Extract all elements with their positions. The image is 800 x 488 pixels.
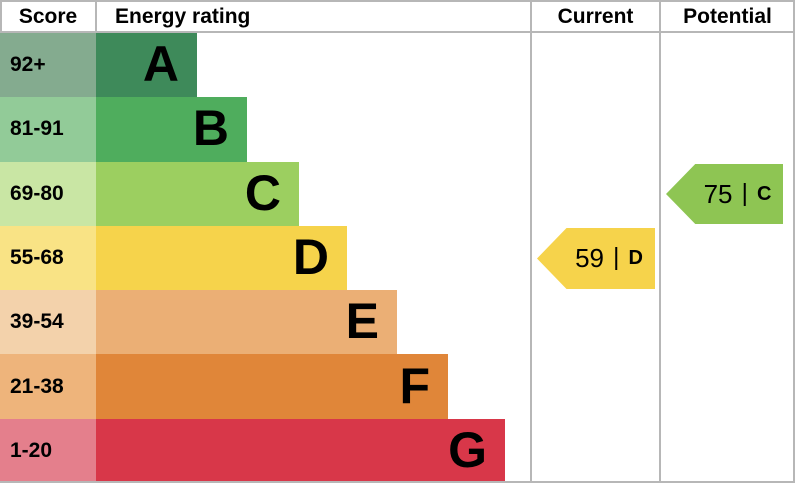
band-letter: B [192, 100, 229, 157]
band-row-f: 21-38 F [0, 354, 531, 419]
score-column-header: Score [18, 4, 78, 28]
band-row-g: 1-20 G [0, 418, 531, 483]
current-column-header: Current [557, 4, 634, 28]
chart-header: Score Energy rating Current Potential [0, 0, 795, 33]
band-bar: E [96, 290, 397, 355]
score-range-cell: 21-38 [0, 354, 96, 419]
rating-separator: | [612, 243, 620, 271]
potential-column-divider [659, 0, 661, 483]
rating-separator: | [741, 178, 748, 207]
band-letter: G [448, 421, 487, 478]
score-range-cell: 55-68 [0, 225, 96, 291]
potential-rating-arrow: 75 | C [666, 164, 783, 224]
current-column-divider [530, 0, 532, 483]
band-bar: B [96, 97, 247, 162]
band-row-a: 92+ A [0, 33, 531, 98]
potential-column-header: Potential [683, 4, 772, 28]
table-left-border [0, 0, 2, 33]
band-bar: C [96, 161, 299, 226]
header-bottom-border [0, 31, 795, 33]
band-bar: D [96, 225, 347, 291]
energy-rating-column-header: Energy rating [115, 4, 251, 28]
band-row-e: 39-54 E [0, 290, 531, 355]
band-bar: A [96, 33, 197, 98]
score-range-cell: 69-80 [0, 161, 96, 226]
band-letter: C [244, 164, 281, 221]
score-column-divider [95, 0, 97, 33]
score-range-cell: 1-20 [0, 418, 96, 483]
band-rows: 92+ A 81-91 B 69-80 C 55-68 D 39-54 E 21… [0, 33, 531, 483]
band-row-c: 69-80 C [0, 161, 531, 226]
potential-rating-letter: C [756, 182, 772, 205]
potential-rating-value: 75 [703, 178, 733, 209]
current-rating-value: 59 [575, 243, 604, 273]
band-letter: A [142, 36, 179, 93]
band-bar: F [96, 354, 448, 419]
score-range-cell: 92+ [0, 33, 96, 98]
score-range-cell: 81-91 [0, 97, 96, 162]
current-rating-letter: D [628, 247, 643, 269]
band-bar: G [96, 418, 505, 483]
table-bottom-border [0, 481, 795, 483]
table-top-border [0, 0, 795, 2]
band-letter: D [292, 228, 329, 285]
score-range-cell: 39-54 [0, 290, 96, 355]
band-row-d: 55-68 D [0, 225, 531, 291]
band-row-b: 81-91 B [0, 97, 531, 162]
current-rating-arrow: 59 | D [537, 228, 655, 289]
table-right-border [793, 0, 795, 483]
band-letter: F [399, 357, 430, 414]
band-letter: E [345, 293, 379, 350]
